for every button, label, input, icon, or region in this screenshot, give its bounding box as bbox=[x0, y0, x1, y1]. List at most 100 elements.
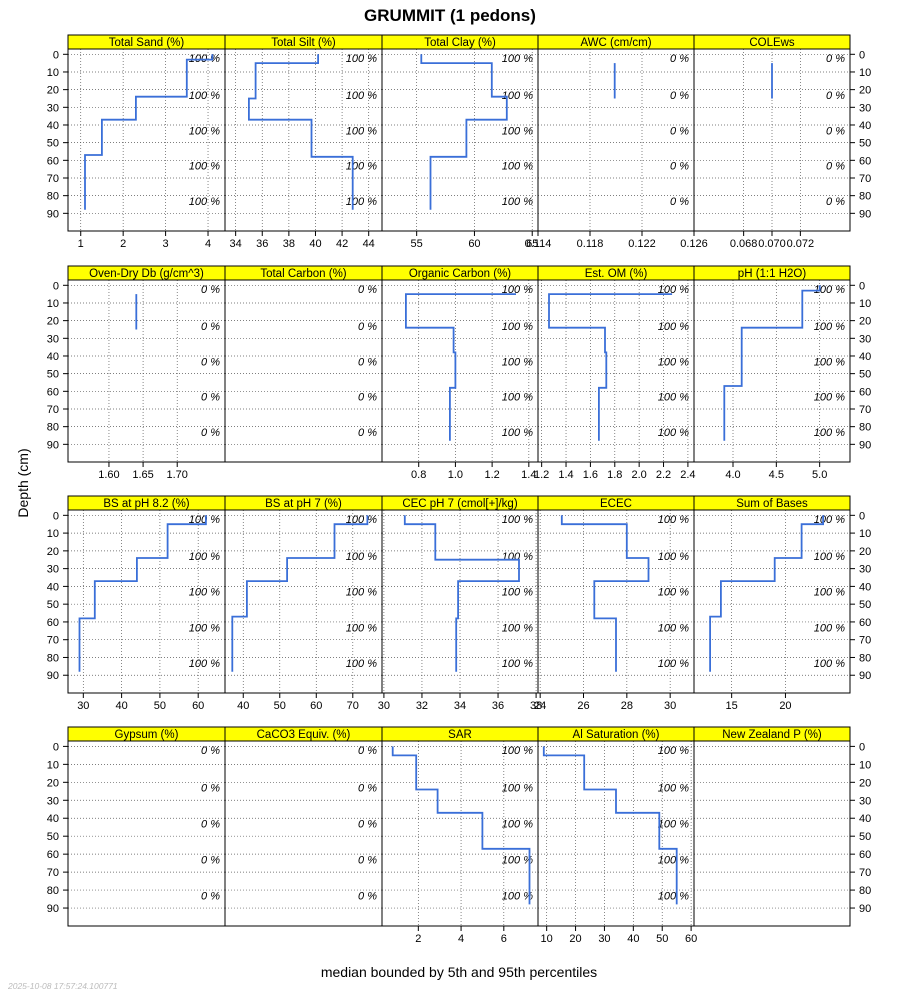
x-tick-label: 0.126 bbox=[680, 238, 708, 250]
coverage-label: 0 % bbox=[826, 161, 845, 173]
panel-frame bbox=[693, 509, 851, 694]
median-line bbox=[709, 515, 824, 672]
x-tick-label: 1.4 bbox=[558, 469, 573, 481]
coverage-label: 100 % bbox=[346, 53, 377, 65]
y-tick-label: 80 bbox=[859, 652, 871, 664]
x-tick-label: 26 bbox=[577, 700, 589, 712]
x-tick-label: 50 bbox=[154, 700, 166, 712]
y-axis-title: Depth (cm) bbox=[15, 448, 31, 517]
y-tick-label: 90 bbox=[47, 208, 59, 220]
timestamp-label: 2025-10-08 17:57:24.100771 bbox=[7, 981, 118, 991]
y-tick-label: 10 bbox=[859, 298, 871, 310]
coverage-label: 100 % bbox=[502, 125, 533, 137]
coverage-label: 100 % bbox=[502, 514, 533, 526]
x-tick-label: 0.068 bbox=[730, 238, 758, 250]
y-tick-label: 60 bbox=[859, 849, 871, 861]
x-tick-label: 40 bbox=[309, 238, 321, 250]
panel-9: Est. OM (%) 100 % 100 % 100 % 100 % 100 % 1.2 1… bbox=[534, 265, 696, 481]
strip-label: Total Carbon (%) bbox=[260, 268, 346, 280]
x-axis-title: median bounded by 5th and 95th percentil… bbox=[321, 964, 597, 980]
y-tick-label: 90 bbox=[47, 903, 59, 915]
x-tick-label: 0.118 bbox=[577, 238, 604, 250]
panel-1: Total Sand (%)100 %100 %100 %100 %100 %1… bbox=[47, 34, 226, 250]
coverage-label: 0 % bbox=[826, 196, 845, 208]
panel-8: Organic Carbon (%) 100 % 100 % 100 % 100 % 10… bbox=[381, 265, 539, 481]
y-tick-label: 60 bbox=[47, 849, 59, 861]
x-tick-label: 4 bbox=[205, 238, 211, 250]
panel-12: BS at pH 7 (%) 100 % 100 % 100 % 100 % 100 % 4… bbox=[224, 495, 383, 712]
coverage-label: 100 % bbox=[658, 890, 689, 902]
x-tick-label: 20 bbox=[569, 933, 581, 945]
coverage-label: 100 % bbox=[814, 514, 845, 526]
coverage-label: 100 % bbox=[814, 587, 845, 599]
y-tick-label: 70 bbox=[47, 867, 59, 879]
y-tick-label: 0 bbox=[859, 510, 865, 522]
y-tick-label: 20 bbox=[47, 316, 59, 328]
coverage-label: 0 % bbox=[201, 427, 220, 439]
x-tick-label: 60 bbox=[685, 933, 697, 945]
panel-frame bbox=[693, 279, 851, 463]
coverage-label: 100 % bbox=[658, 587, 689, 599]
coverage-label: 100 % bbox=[189, 587, 220, 599]
median-line bbox=[405, 293, 516, 441]
y-tick-label: 70 bbox=[47, 173, 59, 185]
coverage-label: 100 % bbox=[658, 658, 689, 670]
x-tick-label: 2.4 bbox=[680, 469, 695, 481]
median-line bbox=[542, 746, 678, 905]
panel-14: ECEC 100 % 100 % 100 % 100 % 100 % 24 26 28 30 bbox=[534, 495, 695, 712]
panel-15: Sum of Bases 100 % 100 % 100 % 100 % 100 % 15 2… bbox=[693, 495, 871, 712]
panel-2: Total Silt (%) 100 % 100 % 100 % 100 % 100 % 3… bbox=[224, 34, 383, 250]
x-tick-label: 1.6 bbox=[583, 469, 598, 481]
y-tick-label: 40 bbox=[859, 581, 871, 593]
coverage-label: 0 % bbox=[826, 125, 845, 137]
coverage-label: 100 % bbox=[814, 622, 845, 634]
x-tick-label: 20 bbox=[779, 700, 791, 712]
y-tick-label: 90 bbox=[859, 439, 871, 451]
y-tick-label: 60 bbox=[47, 386, 59, 398]
strip-label: Total Clay (%) bbox=[424, 37, 496, 49]
coverage-label: 100 % bbox=[189, 551, 220, 563]
y-tick-label: 50 bbox=[47, 599, 59, 611]
x-tick-label: 65 bbox=[526, 238, 538, 250]
coverage-label: 0 % bbox=[826, 90, 845, 102]
x-tick-label: 1.2 bbox=[484, 469, 499, 481]
coverage-label: 0 % bbox=[358, 392, 377, 404]
coverage-label: 100 % bbox=[658, 321, 689, 333]
y-tick-label: 0 bbox=[53, 280, 59, 292]
coverage-label: 100 % bbox=[346, 196, 377, 208]
coverage-label: 100 % bbox=[658, 551, 689, 563]
coverage-label: 100 % bbox=[502, 53, 533, 65]
coverage-label: 100 % bbox=[502, 745, 533, 757]
strip-label: Al Saturation (%) bbox=[573, 729, 660, 741]
coverage-label: 0 % bbox=[358, 427, 377, 439]
coverage-label: 100 % bbox=[502, 427, 533, 439]
coverage-label: 100 % bbox=[502, 90, 533, 102]
coverage-label: 100 % bbox=[814, 658, 845, 670]
y-tick-label: 80 bbox=[47, 885, 59, 897]
coverage-label: 100 % bbox=[502, 196, 533, 208]
y-tick-label: 20 bbox=[47, 777, 59, 789]
coverage-label: 100 % bbox=[814, 356, 845, 368]
coverage-label: 100 % bbox=[658, 622, 689, 634]
coverage-label: 100 % bbox=[502, 819, 533, 831]
y-tick-label: 40 bbox=[47, 120, 59, 132]
x-tick-label: 0.072 bbox=[787, 238, 815, 250]
x-tick-label: 38 bbox=[530, 700, 542, 712]
median-line bbox=[403, 515, 520, 672]
strip-label: Oven-Dry Db (g/cm^3) bbox=[89, 268, 204, 280]
x-tick-label: 6 bbox=[501, 933, 507, 945]
x-tick-label: 36 bbox=[256, 238, 268, 250]
y-tick-label: 10 bbox=[47, 298, 59, 310]
median-line bbox=[723, 285, 821, 441]
chart-title: GRUMMIT (1 pedons) bbox=[364, 6, 536, 25]
coverage-label: 0 % bbox=[201, 783, 220, 795]
x-tick-label: 2 bbox=[120, 238, 126, 250]
coverage-label: 100 % bbox=[658, 514, 689, 526]
y-tick-label: 20 bbox=[859, 777, 871, 789]
x-tick-label: 10 bbox=[541, 933, 553, 945]
y-tick-label: 50 bbox=[859, 369, 871, 381]
coverage-label: 100 % bbox=[346, 622, 377, 634]
x-tick-label: 4 bbox=[458, 933, 464, 945]
coverage-label: 0 % bbox=[201, 284, 220, 296]
coverage-label: 100 % bbox=[346, 658, 377, 670]
